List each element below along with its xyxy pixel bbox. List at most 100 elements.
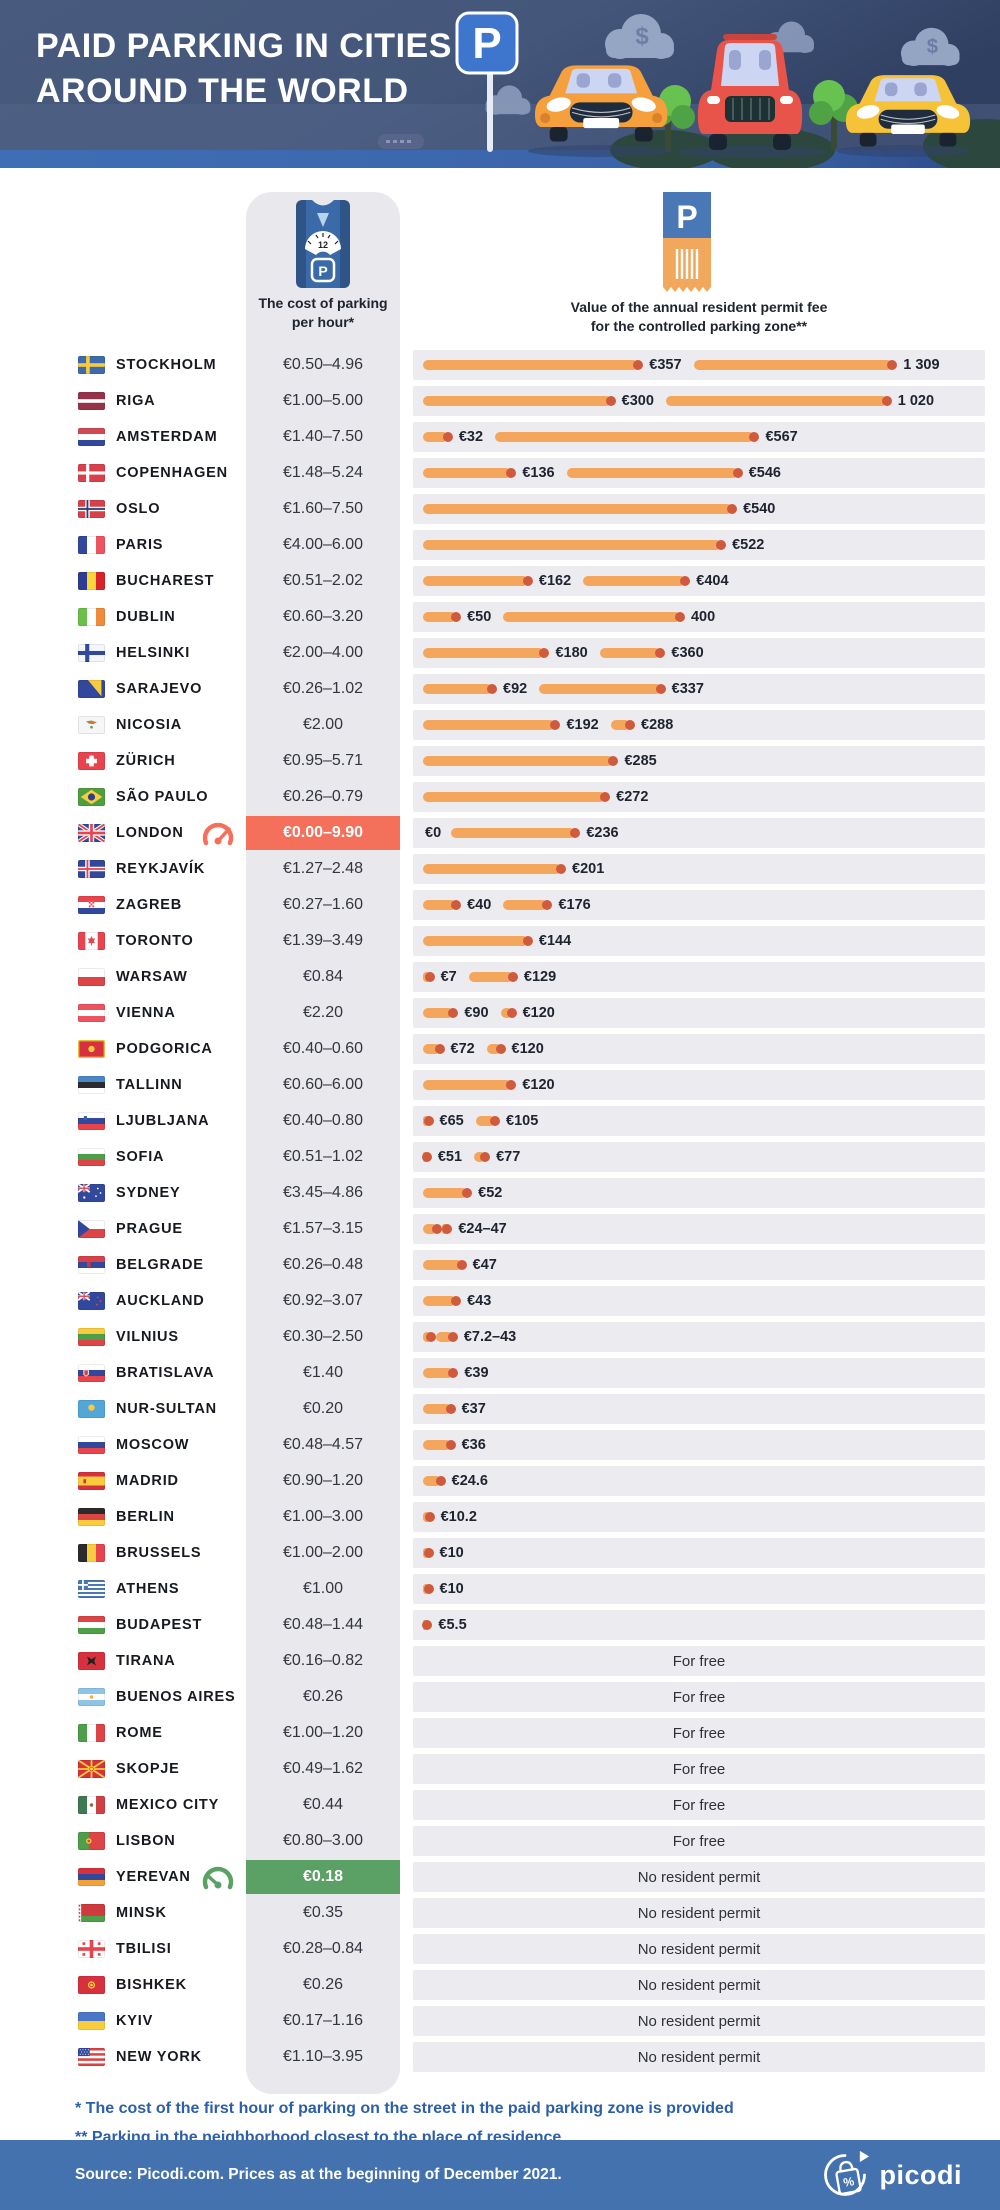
country-flag-icon [78,1004,105,1022]
bar-endpoint-dot [680,576,691,586]
city-label: AMSTERDAM [116,429,218,445]
permit-bar-segment [539,684,661,694]
country-flag-icon [78,1040,105,1058]
table-row: VIENNA €2.20 €90 €120 [0,995,1000,1031]
price-per-hour-value: €0.51–1.02 [282,1148,364,1165]
city-label: RIGA [116,393,156,409]
permit-value-label: €120 [522,1005,555,1021]
city-label: ATHENS [116,1581,180,1597]
city-label: BELGRADE [116,1257,204,1273]
permit-fee-bar: For free [413,1754,985,1784]
permit-fee-bar: €40 €176 [413,890,985,920]
page-title-line1: PAID PARKING IN CITIES [36,27,452,65]
permit-fee-bar: €43 [413,1286,985,1316]
permit-bar-segment [423,468,512,478]
country-flag-icon [78,1328,105,1346]
bar-endpoint-dot [423,1116,434,1126]
bar-endpoint-dot [732,468,743,478]
price-per-hour-value: €0.51–2.02 [282,572,364,589]
svg-text:%: % [842,2174,855,2190]
red-suv-illustration [697,34,803,150]
table-row: BISHKEK €0.26 No resident permit [0,1967,1000,2003]
table-row: MINSK €0.35 No resident permit [0,1895,1000,1931]
permit-value-label: €360 [671,645,704,661]
footer-bar: Source: Picodi.com. Prices as at the beg… [0,2140,1000,2210]
permit-value-label: €120 [511,1041,544,1057]
permit-bar-segment [665,396,887,406]
permit-bar-segment [583,576,686,586]
city-label: KYIV [116,2013,154,2029]
bar-endpoint-dot [423,1548,434,1558]
permit-value-label: €180 [555,645,588,661]
country-flag-icon [78,1904,105,1922]
country-flag-icon [78,932,105,950]
bar-endpoint-dot [674,612,685,622]
svg-text:$: $ [635,23,649,50]
permit-value-label: €65 [439,1113,464,1129]
bar-endpoint-dot [422,1620,433,1630]
price-column-caption: The cost of parking per hour* [246,294,400,332]
permit-value-label: €90 [464,1005,489,1021]
permit-fee-bar: €52 [413,1178,985,1208]
permit-value-label: €24–47 [458,1221,507,1237]
bar-endpoint-dot [456,1260,467,1270]
city-label: LJUBLJANA [116,1113,210,1129]
country-flag-icon [78,464,105,482]
price-per-hour-value: €0.44 [302,1796,344,1813]
permit-value-label: €72 [450,1041,475,1057]
permit-value-label: €32 [458,429,484,445]
permit-fee-bar: No resident permit [413,2042,985,2072]
permit-status-text: No resident permit [637,1976,761,1994]
country-flag-icon [78,1976,105,1994]
price-per-hour-value: €1.60–7.50 [282,500,364,517]
permit-column-caption: Value of the annual resident permit fee … [413,298,985,336]
permit-value-label: €0 [425,825,442,841]
city-label: BUENOS AIRES [116,1689,236,1705]
bar-endpoint-dot [431,1224,442,1234]
price-per-hour-value: €1.48–5.24 [282,464,364,481]
price-caption-line1: The cost of parking [258,295,388,311]
bar-endpoint-dot [522,936,533,946]
table-row: TORONTO €1.39–3.49 €144 [0,923,1000,959]
table-row: PRAGUE €1.57–3.15 €24–47 [0,1211,1000,1247]
price-per-hour-value: €0.16–0.82 [282,1652,364,1669]
city-label: NICOSIA [116,717,183,733]
country-flag-icon [78,1760,105,1778]
country-flag-icon [78,968,105,986]
permit-status-text: For free [672,1652,726,1670]
permit-value-label: €136 [522,465,555,481]
permit-value-label: 1 309 [903,357,940,373]
svg-text:P: P [472,19,501,68]
permit-bar-segment [599,648,661,658]
permit-fee-bar: €192 €288 [413,710,985,740]
permit-value-label: €7 [440,969,457,985]
permit-bar-segment [423,432,448,442]
price-per-hour-value: €0.50–4.96 [282,356,364,373]
country-flag-icon [78,1472,105,1490]
table-row: SOFIA €0.51–1.02 €51 €77 [0,1139,1000,1175]
permit-status-text: For free [672,1688,726,1706]
table-row: BUDAPEST €0.48–1.44 €5.5 [0,1607,1000,1643]
permit-value-label: €272 [616,789,649,805]
permit-value-label: €92 [503,681,528,697]
price-per-hour-value: €0.00–9.90 [246,816,400,850]
permit-bar-segment [423,576,528,586]
table-row: AMSTERDAM €1.40–7.50 €32 €567 [0,419,1000,455]
bar-endpoint-dot [495,1044,506,1054]
price-per-hour-value: €3.45–4.86 [282,1184,364,1201]
price-per-hour-value: €0.27–1.60 [282,896,364,913]
svg-text:P: P [676,199,697,235]
table-row: TALLINN €0.60–6.00 €120 [0,1067,1000,1103]
permit-fee-bar: For free [413,1790,985,1820]
bar-endpoint-dot [727,504,738,514]
city-label: LISBON [116,1833,176,1849]
permit-fee-bar: €10 [413,1574,985,1604]
country-flag-icon [78,500,105,518]
bar-endpoint-dot [423,1584,434,1594]
city-label: HELSINKI [116,645,191,661]
permit-bar-segment [423,612,457,622]
table-row: SÃO PAULO €0.26–0.79 €272 [0,779,1000,815]
footnote-1: * The cost of the first hour of parking … [75,2100,734,2117]
permit-value-label: €52 [478,1185,503,1201]
permit-fee-bar: €285 [413,746,985,776]
